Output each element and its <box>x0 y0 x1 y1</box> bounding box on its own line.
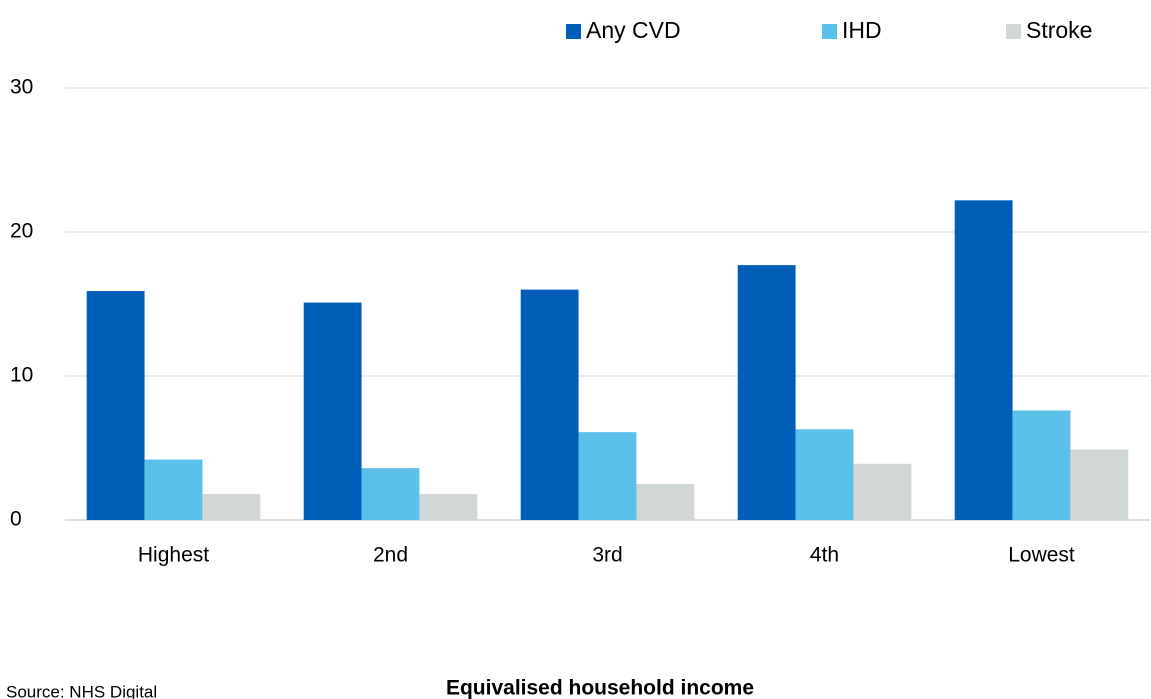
bar <box>303 302 362 520</box>
bar <box>795 429 854 520</box>
legend-swatch <box>566 24 581 39</box>
legend-swatch <box>822 24 837 39</box>
x-tick-label: 4th <box>810 544 839 567</box>
y-tick-label: 0 <box>10 508 22 531</box>
y-tick-label: 30 <box>10 76 33 99</box>
bar <box>853 463 912 520</box>
bar <box>578 432 637 520</box>
bar <box>419 494 478 520</box>
bar <box>636 484 695 520</box>
bar <box>86 291 145 520</box>
bar <box>1070 449 1129 520</box>
x-tick-label: 3rd <box>592 544 622 567</box>
bar <box>954 200 1013 520</box>
x-tick-label: Lowest <box>1008 544 1075 567</box>
bar <box>202 494 261 520</box>
x-axis-label: Equivalised household income <box>446 677 754 699</box>
y-tick-label: 20 <box>10 220 33 243</box>
x-tick-label: Highest <box>138 544 209 567</box>
legend-label: Stroke <box>1026 17 1092 43</box>
bar <box>361 468 420 520</box>
legend-swatch <box>1006 24 1021 39</box>
legend-label: Any CVD <box>586 17 681 43</box>
bar <box>1012 410 1071 520</box>
x-tick-label: 2nd <box>373 544 408 567</box>
legend-label: IHD <box>842 17 882 43</box>
bar <box>144 459 203 520</box>
bar <box>737 265 796 520</box>
source: Source: NHS Digital <box>6 682 157 699</box>
bar <box>520 289 579 520</box>
y-tick-label: 10 <box>10 364 33 387</box>
